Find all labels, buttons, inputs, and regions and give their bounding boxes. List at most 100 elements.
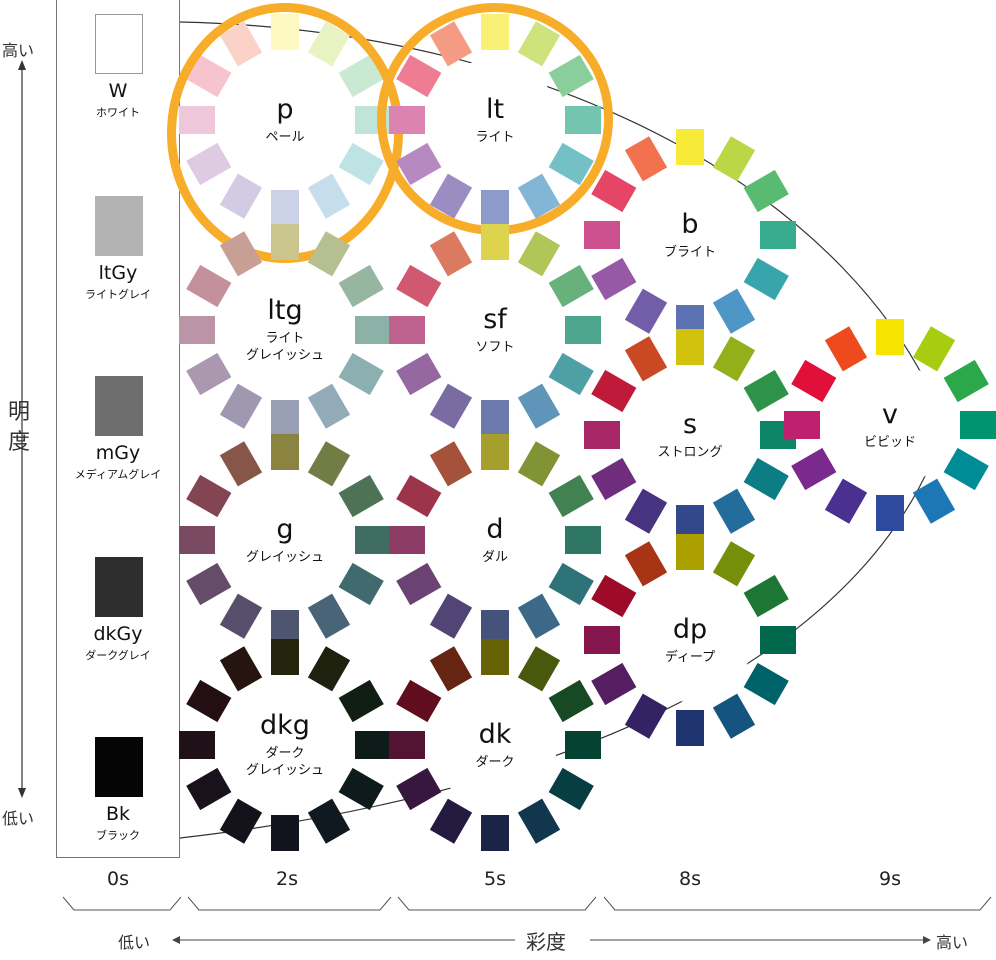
hue-swatch xyxy=(676,129,704,165)
hue-swatch xyxy=(876,495,904,531)
achromatic-name: ブラック xyxy=(96,829,140,842)
tone-code: sf xyxy=(483,303,507,335)
tone-label: ltg ライト グレイッシュ xyxy=(223,268,347,392)
hue-swatch xyxy=(876,319,904,355)
achromatic-code: Bk xyxy=(105,803,131,825)
hue-swatch xyxy=(389,526,425,554)
chroma-level: 0s xyxy=(107,868,129,890)
tone-code: b xyxy=(681,208,699,240)
tone-code: dkg xyxy=(260,710,310,741)
chroma-level: 5s xyxy=(484,868,506,890)
tone-name: ソフト xyxy=(475,339,515,355)
achromatic-swatch xyxy=(95,14,143,74)
hue-swatch xyxy=(760,626,796,654)
achromatic-label: ltGy ライトグレイ xyxy=(57,262,179,302)
tone-name: ダーク xyxy=(475,754,515,770)
chroma-level: 8s xyxy=(679,868,701,890)
tone-code: d xyxy=(486,513,504,545)
chroma-level: 2s xyxy=(276,868,298,890)
tone-code: s xyxy=(682,408,698,440)
achromatic-label: mGy メディアムグレイ xyxy=(57,442,179,482)
tone-name: ビビッド xyxy=(863,434,916,450)
hue-swatch xyxy=(565,316,601,344)
tone-label: dk ダーク xyxy=(433,683,557,807)
hue-swatch xyxy=(565,731,601,759)
tone-label: dp ディープ xyxy=(628,578,752,702)
achromatic-code: dkGy xyxy=(93,623,143,645)
achromatic-label: Bk ブラック xyxy=(57,803,179,843)
achromatic-code: mGy xyxy=(95,442,141,464)
tone-code: ltg xyxy=(267,295,303,326)
chroma-level: 9s xyxy=(879,868,901,890)
brace-5s xyxy=(397,896,597,911)
achromatic-name: ダークグレイ xyxy=(85,649,151,662)
hue-swatch xyxy=(481,400,509,436)
tone-code: dk xyxy=(478,718,512,750)
chroma-low-label: 低い xyxy=(118,933,151,952)
tone-name: ブライト xyxy=(663,244,716,260)
tone-name: グレイッシュ xyxy=(245,549,324,565)
tone-name: ライト グレイッシュ xyxy=(245,331,324,363)
hue-swatch xyxy=(355,316,391,344)
hue-swatch xyxy=(271,400,299,436)
achromatic-code: W xyxy=(108,80,128,102)
achromatic-name: ライトグレイ xyxy=(85,288,151,301)
hue-swatch xyxy=(676,329,704,365)
hue-swatch xyxy=(271,224,299,260)
achromatic-code: ltGy xyxy=(98,262,138,284)
brace-89s xyxy=(603,896,992,911)
hue-swatch xyxy=(676,710,704,746)
hue-swatch xyxy=(389,316,425,344)
tone-code: v xyxy=(882,398,898,430)
hue-swatch xyxy=(481,815,509,851)
chroma-axis-label: 彩度 xyxy=(526,930,566,954)
achromatic-swatch xyxy=(95,196,143,256)
hue-swatch xyxy=(565,526,601,554)
lightness-axis-label: 明度 xyxy=(8,400,31,455)
hue-swatch xyxy=(784,411,820,439)
hue-swatch xyxy=(355,731,391,759)
tone-name: ダル xyxy=(481,549,508,565)
hue-swatch xyxy=(676,534,704,570)
brace-0s xyxy=(62,896,182,911)
lightness-low-label: 低い xyxy=(2,809,35,828)
tone-code: dp xyxy=(672,613,708,645)
tone-label: b ブライト xyxy=(628,173,752,297)
tone-label: dkg ダーク グレイッシュ xyxy=(223,683,347,807)
brace-2s xyxy=(187,896,392,911)
highlight-ring xyxy=(377,3,613,235)
hue-swatch xyxy=(481,434,509,470)
chroma-high-label: 高い xyxy=(936,933,969,952)
lightness-high-label: 高い xyxy=(2,41,35,60)
hue-swatch xyxy=(584,221,620,249)
achromatic-name: ホワイト xyxy=(96,106,140,119)
hue-swatch xyxy=(179,316,215,344)
hue-swatch xyxy=(271,434,299,470)
hue-swatch xyxy=(271,639,299,675)
achromatic-swatch xyxy=(95,376,143,436)
hue-swatch xyxy=(389,731,425,759)
tone-label: v ビビッド xyxy=(828,363,952,487)
hue-swatch xyxy=(481,224,509,260)
achromatic-label: W ホワイト xyxy=(57,80,179,120)
tone-name: ダーク グレイッシュ xyxy=(245,746,324,778)
tone-label: d ダル xyxy=(433,478,557,602)
hue-swatch xyxy=(179,526,215,554)
achromatic-column: W ホワイト ltGy ライトグレイ mGy メディアムグレイ dkGy ダークグレイ Bk ブラ… xyxy=(56,0,180,858)
tone-name: ストロング xyxy=(657,444,723,460)
tone-label: g グレイッシュ xyxy=(223,478,347,602)
achromatic-name: メディアムグレイ xyxy=(74,468,162,481)
hue-swatch xyxy=(481,639,509,675)
hue-swatch xyxy=(584,421,620,449)
tone-name: ディープ xyxy=(664,649,716,665)
tone-label: sf ソフト xyxy=(433,268,557,392)
achromatic-label: dkGy ダークグレイ xyxy=(57,623,179,663)
tone-code: g xyxy=(276,513,294,545)
hue-swatch xyxy=(960,411,996,439)
hue-swatch xyxy=(355,526,391,554)
achromatic-swatch xyxy=(95,737,143,797)
hue-swatch xyxy=(271,815,299,851)
hue-swatch xyxy=(179,731,215,759)
tone-label: s ストロング xyxy=(628,373,752,497)
